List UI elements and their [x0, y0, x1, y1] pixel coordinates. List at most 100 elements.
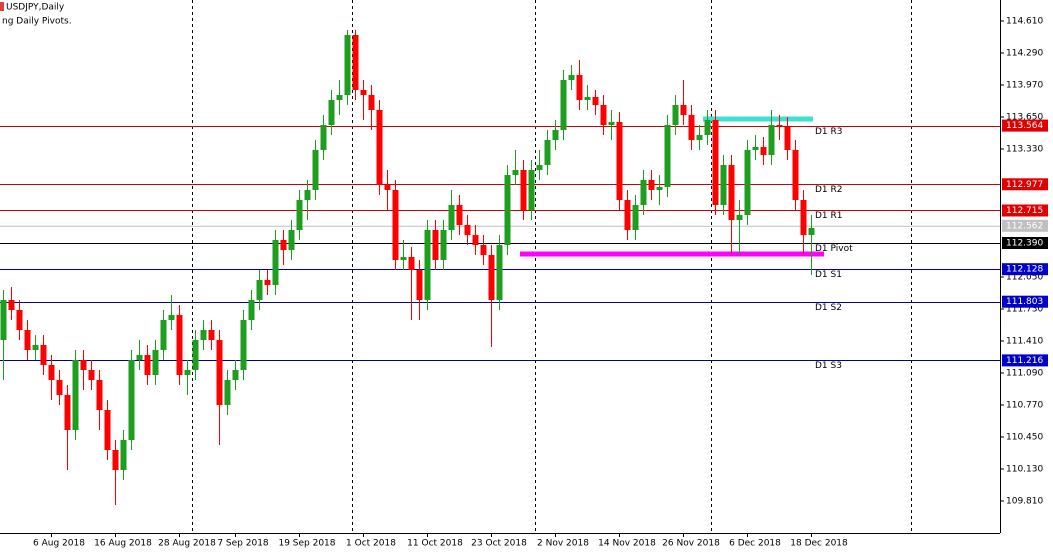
candle-body — [176, 315, 183, 375]
candle-body — [328, 100, 335, 125]
candle-body — [528, 170, 535, 210]
candle-body — [256, 280, 263, 300]
candle-body — [600, 105, 607, 125]
drawn-line — [520, 251, 824, 257]
pivot-name: D1 R1 — [815, 211, 843, 221]
period-separators — [192, 0, 912, 533]
x-tick-label: 14 Nov 2018 — [598, 539, 656, 549]
candle-body — [552, 130, 559, 140]
drawn-line — [703, 116, 813, 122]
candle-body — [712, 120, 719, 205]
level-box-label: 111.803 — [1006, 297, 1043, 307]
candle-body — [392, 190, 399, 260]
candle-body — [568, 75, 575, 80]
candle-body — [208, 330, 215, 340]
candle-body — [680, 105, 687, 115]
current-price-box-label: 112.562 — [1006, 221, 1043, 231]
candle-body — [672, 105, 679, 125]
candle-body — [504, 175, 511, 245]
level-box — [1002, 237, 1048, 249]
candle-body — [408, 257, 415, 270]
level-box — [1002, 204, 1048, 217]
pivot-name: D1 Pivot — [815, 244, 853, 254]
candle-body — [792, 150, 799, 200]
candle-body — [656, 187, 663, 190]
level-box — [1002, 354, 1048, 367]
x-tick-label: 26 Nov 2018 — [662, 539, 720, 549]
candle-body — [184, 370, 191, 375]
pivot-name: D1 R2 — [815, 185, 843, 195]
candle-body — [736, 215, 743, 220]
pivot-name: D1 S1 — [815, 270, 842, 280]
candle-body — [232, 370, 239, 380]
candle-body — [96, 380, 103, 410]
candle-body — [784, 127, 791, 150]
y-tick-label: 114.290 — [1006, 49, 1043, 59]
level-box — [1002, 263, 1048, 276]
candle-body — [312, 150, 319, 190]
y-tick-label: 111.090 — [1006, 369, 1043, 379]
candle-body — [160, 320, 167, 350]
candle-body — [360, 90, 367, 95]
candle-body — [416, 270, 423, 300]
candle-body — [512, 170, 519, 175]
y-tick-label: 109.810 — [1006, 497, 1043, 507]
x-tick-label: 19 Sep 2018 — [278, 539, 335, 549]
candle-body — [168, 315, 175, 320]
candle-body — [352, 35, 359, 90]
candle-body — [752, 147, 759, 150]
candle-body — [128, 360, 135, 440]
y-tick-label: 110.450 — [1006, 433, 1043, 443]
level-box-label: 112.390 — [1006, 239, 1043, 249]
candle-body — [48, 365, 55, 380]
level-box — [1002, 295, 1048, 308]
level-box-label: 112.715 — [1006, 206, 1043, 216]
x-tick-label: 16 Aug 2018 — [94, 539, 152, 549]
candle-body — [272, 240, 279, 285]
candle-body — [152, 350, 159, 375]
candle-body — [496, 245, 503, 300]
candle-body — [344, 35, 351, 95]
y-tick-label: 111.730 — [1006, 305, 1043, 315]
candle-body — [448, 205, 455, 230]
symbol-icon — [0, 2, 4, 11]
x-tick-label: 7 Sep 2018 — [217, 539, 269, 549]
candle-body — [520, 170, 527, 210]
level-box-label: 112.977 — [1006, 180, 1043, 190]
candle-body — [776, 125, 783, 127]
candle-body — [24, 330, 31, 350]
candle-body — [576, 75, 583, 100]
y-tick-label: 112.050 — [1006, 273, 1043, 283]
candle-body — [16, 310, 23, 330]
level-box-label: 113.564 — [1006, 121, 1043, 131]
y-tick-label: 113.330 — [1006, 145, 1043, 155]
candle-body — [728, 165, 735, 220]
level-box — [1002, 119, 1048, 132]
pivot-name: D1 S2 — [815, 303, 842, 313]
candle-body — [424, 230, 431, 300]
candle-body — [200, 330, 207, 340]
candle-body — [704, 120, 711, 135]
candle-body — [648, 180, 655, 190]
x-tick-label: 6 Dec 2018 — [729, 539, 781, 549]
candle-body — [664, 125, 671, 187]
candle-body — [88, 370, 95, 380]
x-tick-label: 1 Oct 2018 — [346, 539, 396, 549]
candle-body — [264, 280, 271, 285]
indicator-name: ng Daily Pivots. — [2, 17, 72, 27]
candle-body — [32, 345, 39, 350]
candle-body — [384, 185, 391, 190]
candle-body — [80, 360, 87, 370]
candle-body — [240, 320, 247, 370]
candle-body — [0, 300, 7, 340]
candle-body — [472, 235, 479, 245]
candle-body — [368, 95, 375, 110]
candle-body — [624, 200, 631, 230]
pivot-name: D1 S3 — [815, 361, 842, 371]
candle-body — [760, 147, 767, 155]
candle-body — [224, 380, 231, 405]
chart-title: USDJPY,Daily — [6, 3, 65, 13]
candle-body — [688, 115, 695, 140]
candle-body — [744, 150, 751, 215]
candle-body — [376, 110, 383, 185]
